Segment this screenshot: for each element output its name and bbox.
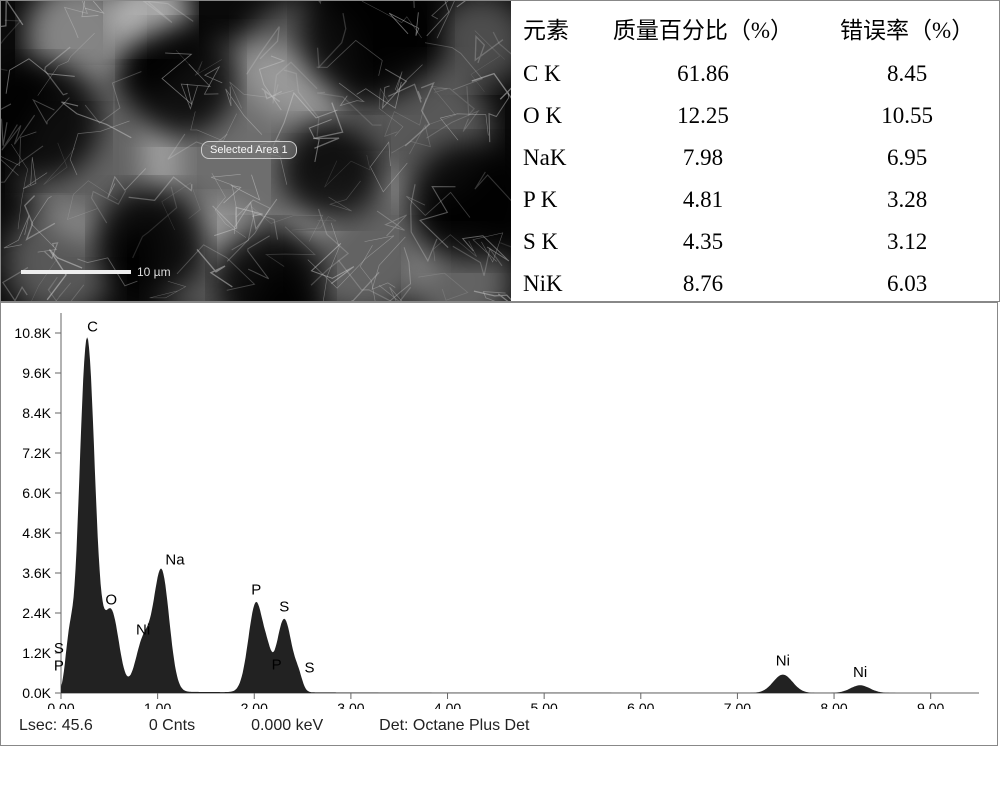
table-cell: P K [515, 179, 587, 221]
y-tick-label: 0.0K [22, 685, 51, 701]
peak-label: Ni [776, 653, 790, 670]
spectrum-fill [61, 337, 979, 693]
table-cell: NaK [515, 137, 587, 179]
sem-image-panel: Selected Area 1 10 µm [1, 1, 511, 301]
y-tick-label: 3.6K [22, 565, 51, 581]
scale-bar-line [21, 270, 131, 274]
y-tick-label: 9.6K [22, 365, 51, 381]
status-det: Det: Octane Plus Det [379, 717, 529, 735]
table-cell: 10.55 [819, 95, 995, 137]
y-tick-label: 4.8K [22, 525, 51, 541]
status-kev: 0.000 keV [251, 717, 323, 735]
table-cell: 6.95 [819, 137, 995, 179]
y-tick-label: 7.2K [22, 445, 51, 461]
peak-label: S [305, 659, 315, 676]
peak-label: C [87, 318, 98, 335]
table-header: 错误率（%） [819, 3, 995, 53]
peak-label: P [54, 657, 64, 674]
status-bar: Lsec: 45.6 0 Cnts 0.000 keV Det: Octane … [1, 707, 997, 745]
table-row: P K4.813.28 [515, 179, 995, 221]
peak-label: P [251, 582, 261, 599]
y-tick-label: 2.4K [22, 605, 51, 621]
table-header: 质量百分比（%） [587, 3, 820, 53]
table-cell: S K [515, 221, 587, 263]
peak-label: O [105, 592, 117, 609]
peak-label: P [272, 657, 282, 674]
scale-bar-text: 10 µm [137, 265, 171, 279]
table-cell: C K [515, 53, 587, 95]
y-tick-label: 10.8K [14, 325, 51, 341]
scale-bar: 10 µm [21, 265, 181, 279]
table-cell: 7.98 [587, 137, 820, 179]
eds-table: 元素质量百分比（%）错误率（%）C K61.868.45O K12.2510.5… [515, 3, 995, 305]
table-cell: 3.12 [819, 221, 995, 263]
eds-table-panel: 元素质量百分比（%）错误率（%）C K61.868.45O K12.2510.5… [511, 1, 999, 301]
table-cell: 61.86 [587, 53, 820, 95]
table-cell: NiK [515, 263, 587, 305]
table-cell: 8.76 [587, 263, 820, 305]
spectrum-panel: 0.0K 1.2K 2.4K 3.6K 4.8K 6.0K 7.2K 8.4K 9.6K 10.8… [0, 302, 998, 746]
status-lsec: Lsec: 45.6 [19, 717, 93, 735]
selected-area-label: Selected Area 1 [201, 141, 297, 159]
table-cell: 12.25 [587, 95, 820, 137]
table-row: NaK7.986.95 [515, 137, 995, 179]
table-cell: 8.45 [819, 53, 995, 95]
peak-label: Ni [853, 664, 867, 681]
table-cell: 4.35 [587, 221, 820, 263]
table-row: C K61.868.45 [515, 53, 995, 95]
peak-label: S [279, 598, 289, 615]
y-tick-label: 6.0K [22, 485, 51, 501]
peak-label: S [54, 640, 64, 657]
peak-label: Ni [136, 622, 150, 639]
table-row: S K4.353.12 [515, 221, 995, 263]
table-cell: O K [515, 95, 587, 137]
top-section: Selected Area 1 10 µm 元素质量百分比（%）错误率（%）C … [0, 0, 1000, 302]
y-tick-label: 8.4K [22, 405, 51, 421]
peak-label: Na [165, 552, 185, 569]
spectrum-svg: 0.0K 1.2K 2.4K 3.6K 4.8K 6.0K 7.2K 8.4K 9.6K 10.8… [1, 303, 999, 709]
table-row: O K12.2510.55 [515, 95, 995, 137]
y-tick-label: 1.2K [22, 645, 51, 661]
table-header: 元素 [515, 3, 587, 53]
table-row: NiK8.766.03 [515, 263, 995, 305]
table-cell: 4.81 [587, 179, 820, 221]
table-cell: 6.03 [819, 263, 995, 305]
status-cnts: 0 Cnts [149, 717, 195, 735]
table-cell: 3.28 [819, 179, 995, 221]
